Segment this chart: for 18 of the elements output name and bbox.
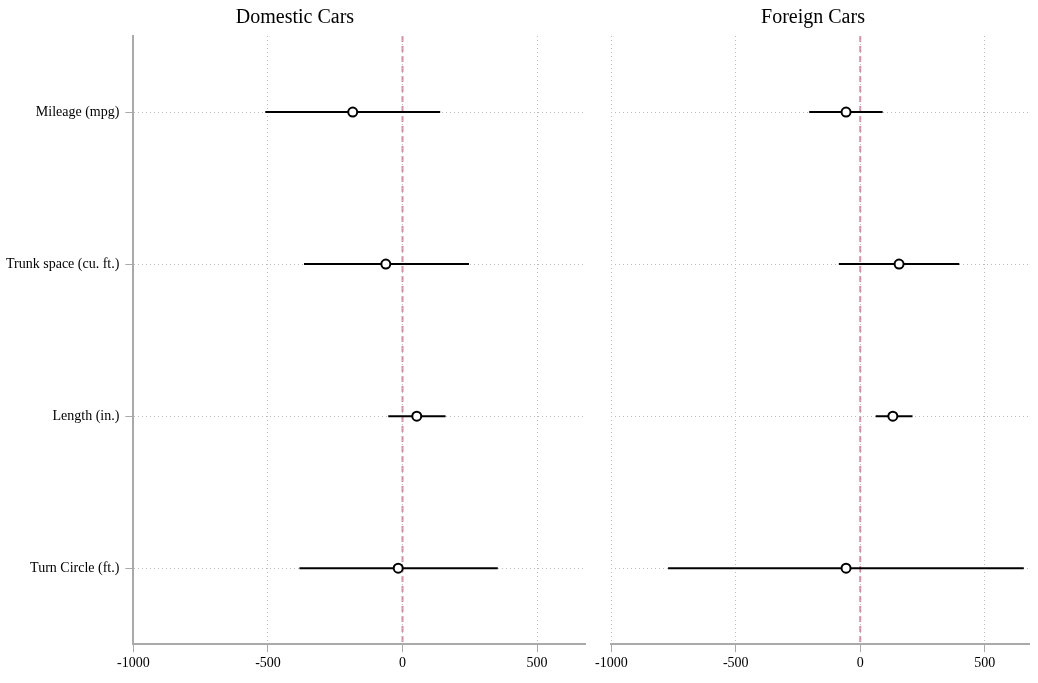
point <box>392 562 404 574</box>
x-tick-label: -1000 <box>117 655 150 671</box>
x-tick-label: -1000 <box>595 655 628 671</box>
chart-title: Domestic Cars <box>235 5 355 28</box>
chart-title: Foreign Cars <box>761 5 866 29</box>
y-tick-label: Length (in.) <box>52 407 120 424</box>
x-tick-label: 0 <box>856 655 864 671</box>
x-tick-label: 0 <box>399 655 407 671</box>
x-tick-label: -500 <box>722 655 749 671</box>
y-tick-label: Mileage (mpg) <box>35 103 120 120</box>
point <box>411 410 423 422</box>
x-tick-label: 500 <box>526 655 548 671</box>
point <box>347 106 359 118</box>
x-tick-label: 500 <box>974 655 996 671</box>
x-tick-label: -500 <box>255 655 281 671</box>
y-tick-label: Trunk space (cu. ft.) <box>6 255 120 272</box>
point <box>380 258 392 270</box>
y-tick-label: Turn Circle (ft.) <box>30 559 120 576</box>
